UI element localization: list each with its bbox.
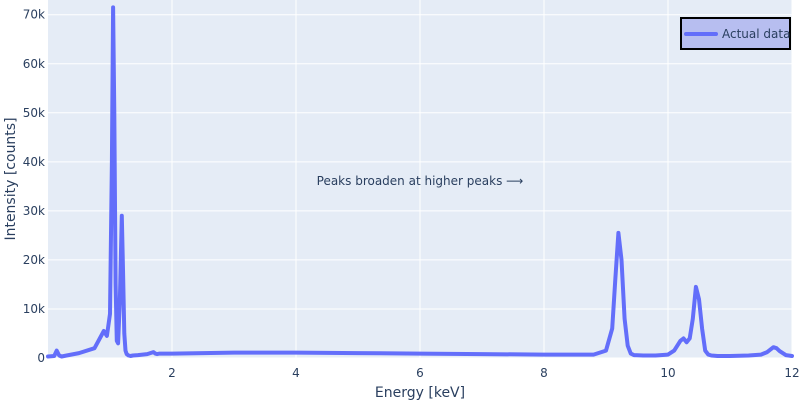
x-axis-title: Energy [keV] [375,385,465,400]
grid-lines [48,0,793,359]
legend-label: Actual data [722,27,790,41]
y-tick-label: 50k [23,106,45,120]
y-tick-labels: 0 10k 20k 30k 40k 50k 60k 70k [23,8,45,365]
x-tick-label: 10 [660,366,675,380]
x-tick-label: 4 [292,366,300,380]
series-layer [46,5,794,359]
x-tick-label: 6 [416,366,424,380]
y-tick-label: 0 [37,351,45,365]
y-axis-title: Intensity [counts] [3,117,19,240]
x-tick-label: 8 [540,366,548,380]
chart-annotation: Peaks broaden at higher peaks ⟶ [317,174,524,188]
y-tick-label: 30k [23,204,45,218]
legend-box [680,17,791,50]
y-tick-label: 10k [23,302,45,316]
x-tick-label: 12 [784,366,799,380]
x-tick-labels: 2 4 6 8 10 12 [168,366,799,380]
y-tick-label: 70k [23,8,45,22]
legend[interactable]: Actual data [680,17,791,50]
y-tick-label: 20k [23,253,45,267]
y-tick-label: 60k [23,57,45,71]
x-tick-label: 2 [168,366,176,380]
series-line [46,5,794,359]
y-tick-label: 40k [23,155,45,169]
